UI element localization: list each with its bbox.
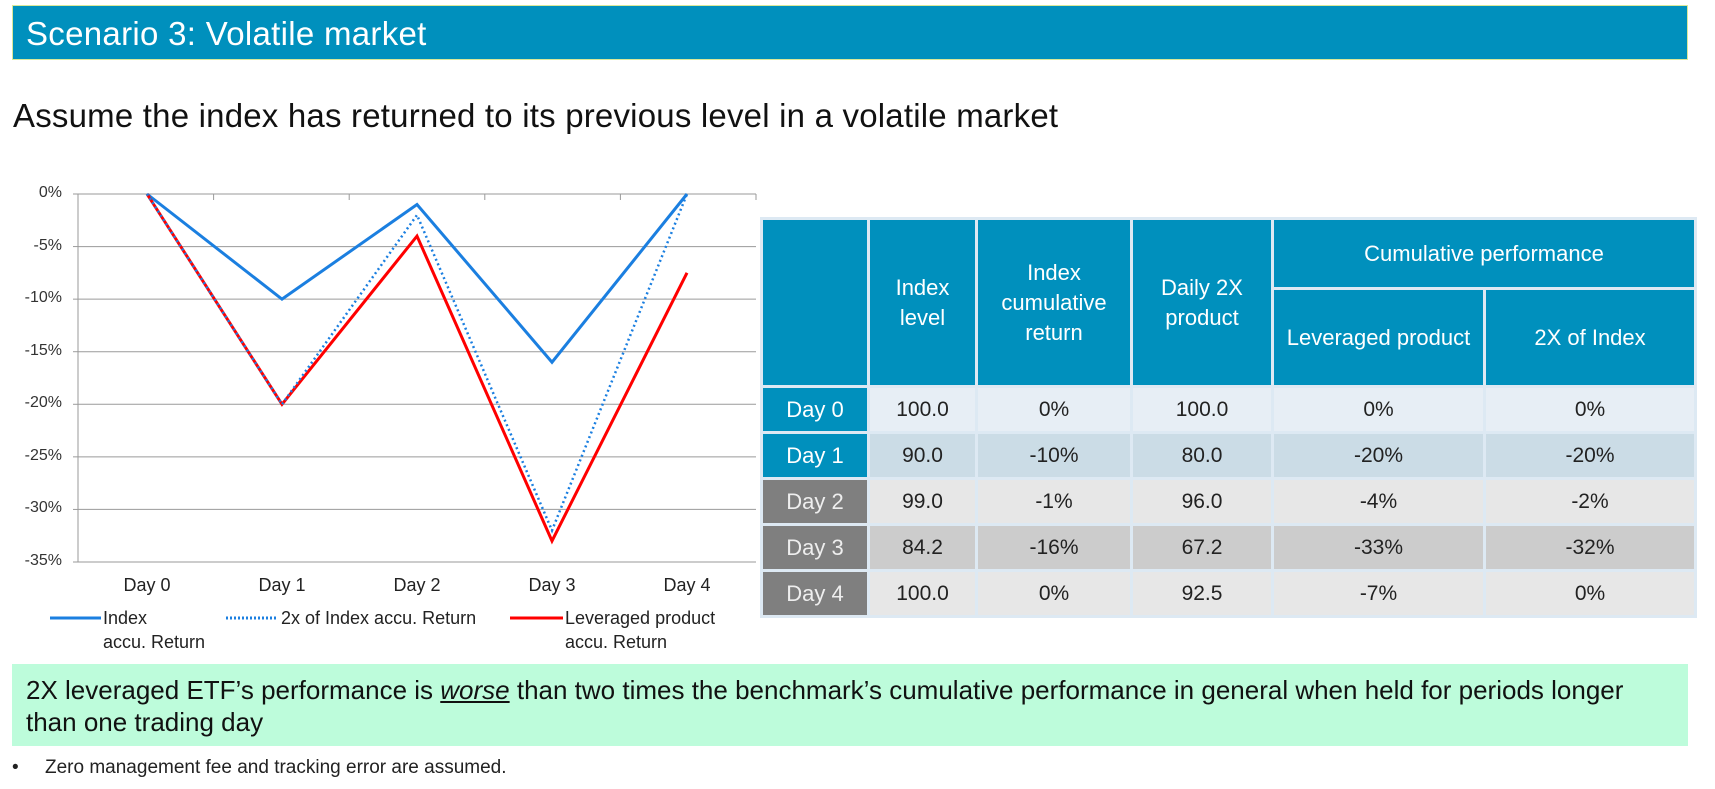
cell-2x-index: 0% — [1486, 572, 1694, 615]
legend-2x: 2x of Index accu. Return — [281, 606, 476, 630]
cell-leveraged: -7% — [1274, 572, 1483, 615]
legend-index-label-2: accu. Return — [103, 632, 206, 652]
table-row: Day 4 100.0 0% 92.5 -7% 0% — [763, 572, 1694, 615]
x-tick-label: Day 4 — [663, 575, 711, 595]
legend-2x-label: 2x of Index accu. Return — [281, 608, 477, 628]
y-tick-label: -25% — [24, 446, 62, 464]
row-day-label: Day 1 — [763, 434, 867, 477]
cell-index-cumulative: 0% — [978, 388, 1130, 431]
line-chart: 0% -5% -10% -15% -20% -25% -30% -35% Day 0 Day 1… — [0, 170, 760, 660]
row-day-label: Day 0 — [763, 388, 867, 431]
row-day-label: Day 2 — [763, 480, 867, 523]
x-tick-label: Day 1 — [258, 575, 306, 595]
cell-2x-index: -2% — [1486, 480, 1694, 523]
y-tick-label: -35% — [24, 552, 62, 569]
corner-header — [763, 220, 867, 385]
x-tick-label: Day 3 — [528, 575, 576, 595]
cell-index-level: 99.0 — [870, 480, 975, 523]
row-day-label: Day 4 — [763, 572, 867, 615]
cell-leveraged: -33% — [1274, 526, 1483, 569]
cell-2x-index: -32% — [1486, 526, 1694, 569]
cell-leveraged: 0% — [1274, 388, 1483, 431]
cell-index-level: 100.0 — [870, 572, 975, 615]
header-index-level: Index level — [870, 220, 975, 385]
cell-index-cumulative: 0% — [978, 572, 1130, 615]
x-tick-label: Day 2 — [393, 575, 441, 595]
series-line-1 — [145, 193, 689, 534]
table-row: Day 1 90.0 -10% 80.0 -20% -20% — [763, 434, 1694, 477]
y-tick-label: -20% — [24, 394, 62, 412]
footnote-text: Zero management fee and tracking error a… — [45, 757, 507, 778]
table-row: Day 0 100.0 0% 100.0 0% 0% — [763, 388, 1694, 431]
series-line-2 — [145, 193, 689, 545]
cell-index-level: 100.0 — [870, 388, 975, 431]
row-day-label: Day 3 — [763, 526, 867, 569]
legend-leveraged-label-2: accu. Return — [565, 632, 668, 652]
y-tick-label: -15% — [24, 341, 62, 359]
legend-leveraged: Leveraged product accu. Return — [565, 606, 715, 654]
callout-text-after: than two times the benchmark’s cumulativ… — [26, 675, 1624, 737]
header-leveraged-product: Leveraged product — [1274, 290, 1483, 385]
callout-emphasis: worse — [440, 675, 510, 705]
cell-index-cumulative: -16% — [978, 526, 1130, 569]
cell-2x-index: 0% — [1486, 388, 1694, 431]
page-title: Scenario 3: Volatile market — [26, 15, 427, 52]
cell-index-cumulative: -10% — [978, 434, 1130, 477]
cell-leveraged: -4% — [1274, 480, 1483, 523]
x-tick-label: Day 0 — [123, 575, 171, 595]
conclusion-callout: 2X leveraged ETF’s performance is worse … — [12, 664, 1688, 746]
y-tick-label: -5% — [33, 236, 62, 254]
legend-index: Index accu. Return — [103, 606, 205, 654]
series-line-0 — [146, 192, 689, 365]
table-row: Day 3 84.2 -16% 67.2 -33% -32% — [763, 526, 1694, 569]
header-index-cumulative: Index cumulative return — [978, 220, 1130, 385]
subtitle: Assume the index has returned to its pre… — [13, 97, 1059, 134]
legend-index-label-1: Index — [103, 608, 148, 628]
cell-daily-2x: 80.0 — [1133, 434, 1271, 477]
callout-text-before: 2X leveraged ETF’s performance is — [26, 675, 441, 705]
y-tick-label: -30% — [24, 499, 62, 517]
legend-leveraged-label-1: Leveraged product — [565, 608, 716, 628]
cell-daily-2x: 92.5 — [1133, 572, 1271, 615]
bullet-icon: • — [12, 757, 19, 778]
header-cumulative-performance: Cumulative performance — [1274, 220, 1694, 287]
y-tick-label: -10% — [24, 289, 62, 307]
cell-daily-2x: 100.0 — [1133, 388, 1271, 431]
chart-plot-area — [73, 192, 757, 563]
cell-leveraged: -20% — [1274, 434, 1483, 477]
legend-swatches — [50, 616, 563, 620]
header-daily-2x: Daily 2X product — [1133, 220, 1271, 385]
footnote: • Zero management fee and tracking error … — [12, 757, 507, 779]
title-bar: Scenario 3: Volatile market — [12, 5, 1688, 60]
cell-daily-2x: 96.0 — [1133, 480, 1271, 523]
cell-index-level: 84.2 — [870, 526, 975, 569]
performance-table: Index level Index cumulative return Dail… — [760, 217, 1697, 618]
header-2x-index: 2X of Index — [1486, 290, 1694, 385]
cell-2x-index: -20% — [1486, 434, 1694, 477]
cell-daily-2x: 67.2 — [1133, 526, 1271, 569]
cell-index-cumulative: -1% — [978, 480, 1130, 523]
cell-index-level: 90.0 — [870, 434, 975, 477]
y-tick-label: 0% — [38, 184, 62, 201]
table-row: Day 2 99.0 -1% 96.0 -4% -2% — [763, 480, 1694, 523]
